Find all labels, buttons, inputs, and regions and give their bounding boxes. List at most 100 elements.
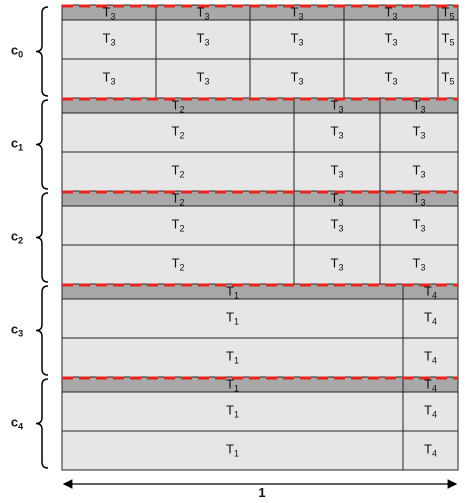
header-label-base: T [424, 377, 432, 392]
cell-label: T3 [331, 163, 344, 180]
header-label: T1 [226, 377, 239, 394]
header-label-base: T [385, 5, 393, 20]
cell-label-sub: 5 [449, 38, 454, 48]
header-label-sub: 3 [110, 12, 115, 22]
header-label: T1 [226, 284, 239, 301]
cell-label: T3 [291, 70, 304, 87]
cell-label-sub: 3 [420, 131, 425, 141]
cell-label: T3 [103, 31, 116, 48]
header-label-sub: 1 [234, 291, 239, 301]
cell-label-base: T [103, 70, 111, 85]
cell-label: T2 [172, 217, 185, 234]
group-label: c0 [11, 43, 23, 60]
header-label: T3 [103, 5, 116, 22]
cell-label-sub: 3 [338, 263, 343, 273]
cell [61, 58, 157, 99]
cell-label: T3 [413, 217, 426, 234]
header-label: T3 [385, 5, 398, 22]
header-label-base: T [172, 98, 180, 113]
cell-label: T3 [413, 163, 426, 180]
cell-label-sub: 3 [204, 77, 209, 87]
cell-label-base: T [331, 163, 339, 178]
cell-label: T1 [226, 442, 239, 459]
cell-label-base: T [172, 217, 180, 232]
header-label-sub: 5 [449, 12, 454, 22]
group-label-sub: 4 [18, 422, 23, 432]
cell [402, 337, 459, 378]
header-label-sub: 3 [298, 12, 303, 22]
cell-label-base: T [385, 31, 393, 46]
cell-label-base: T [226, 310, 234, 325]
cell [379, 112, 459, 153]
group-label: c4 [11, 415, 23, 432]
cell-label-base: T [291, 31, 299, 46]
header-label-sub: 4 [432, 291, 437, 301]
cell-label-sub: 4 [432, 317, 437, 327]
header-label: T3 [413, 191, 426, 208]
cell-label-base: T [413, 124, 421, 139]
cell-label-sub: 1 [234, 410, 239, 420]
cell [379, 205, 459, 246]
cell-label-base: T [413, 163, 421, 178]
group-label: c1 [11, 136, 23, 153]
group-label-sub: 1 [18, 143, 23, 153]
header-label-sub: 1 [234, 384, 239, 394]
header-label-base: T [226, 377, 234, 392]
cell-label-base: T [331, 217, 339, 232]
group-brace [35, 99, 49, 190]
cell-label-sub: 3 [392, 77, 397, 87]
cell-label: T1 [226, 349, 239, 366]
cell-label-base: T [291, 70, 299, 85]
cell-label-base: T [226, 442, 234, 457]
header-label-base: T [331, 98, 339, 113]
cell-label: T3 [197, 70, 210, 87]
cell-label: T3 [331, 256, 344, 273]
cell-label: T3 [413, 256, 426, 273]
cell [61, 244, 295, 285]
header-label-sub: 2 [179, 198, 184, 208]
cell-label-base: T [331, 256, 339, 271]
group-label-sub: 2 [18, 236, 23, 246]
group-label-base: c [11, 229, 18, 244]
cell [402, 430, 459, 471]
cell [343, 58, 439, 99]
cell [61, 391, 404, 432]
group-brace [35, 192, 49, 283]
cell [61, 337, 404, 378]
width-label: 1 [258, 485, 265, 500]
header-label-sub: 3 [420, 198, 425, 208]
cell-label: T3 [331, 124, 344, 141]
cell-label-base: T [172, 124, 180, 139]
cell-label-sub: 2 [179, 224, 184, 234]
cell-label-sub: 2 [179, 263, 184, 273]
cell-label-sub: 3 [338, 224, 343, 234]
header-label-base: T [172, 191, 180, 206]
cell-label-sub: 2 [179, 170, 184, 180]
cell [379, 151, 459, 192]
cell [61, 298, 404, 339]
cell-label: T3 [385, 70, 398, 87]
header-label-base: T [424, 284, 432, 299]
cell [343, 19, 439, 60]
group-label: c3 [11, 322, 23, 339]
cell-label-base: T [424, 310, 432, 325]
cell [61, 112, 295, 153]
header-label-sub: 3 [338, 198, 343, 208]
cell-label: T4 [424, 349, 437, 366]
cell-label: T3 [385, 31, 398, 48]
header-label: T3 [331, 98, 344, 115]
cell-label-base: T [226, 349, 234, 364]
cell-label: T3 [197, 31, 210, 48]
header-label: T3 [413, 98, 426, 115]
cell-label-sub: 1 [234, 317, 239, 327]
cell-label-sub: 4 [432, 356, 437, 366]
cell-label: T4 [424, 403, 437, 420]
cell-label-base: T [385, 70, 393, 85]
cell-label-sub: 3 [420, 170, 425, 180]
header-label-base: T [103, 5, 111, 20]
header-label-base: T [226, 284, 234, 299]
cell-label: T2 [172, 256, 185, 273]
group-label: c2 [11, 229, 23, 246]
cell-label-sub: 1 [234, 449, 239, 459]
